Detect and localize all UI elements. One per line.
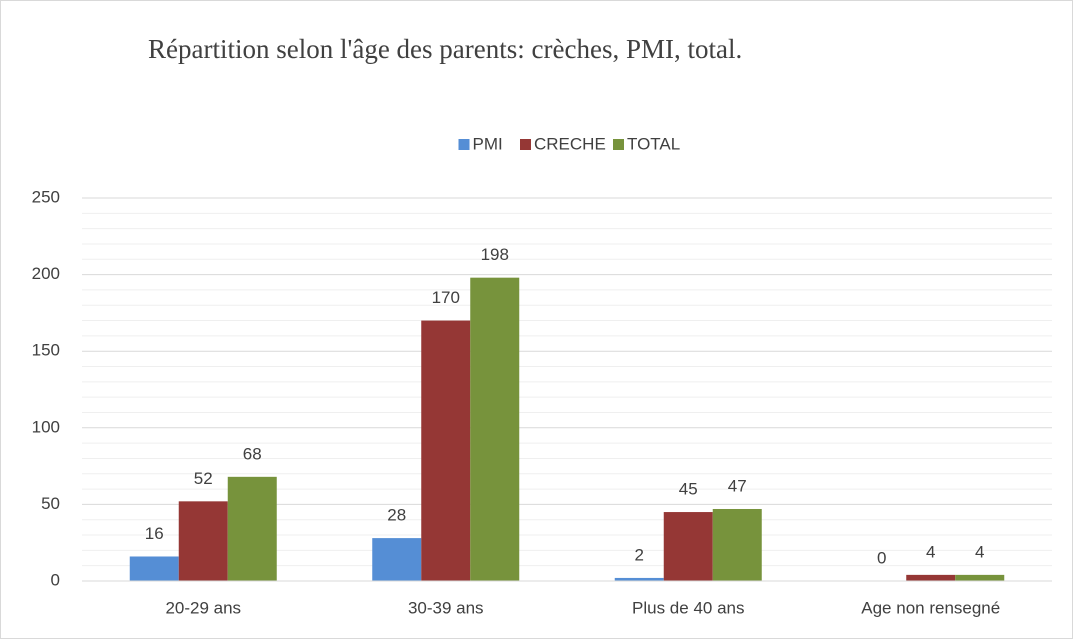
bar [614, 577, 664, 581]
y-tick-label: 250 [32, 187, 60, 206]
bar [421, 320, 471, 581]
bar [372, 538, 422, 581]
legend-label: TOTAL [627, 134, 680, 153]
bar [129, 556, 179, 581]
y-tick-label: 50 [41, 494, 60, 513]
legend-swatch [613, 139, 624, 150]
y-tick-label: 200 [32, 264, 60, 283]
data-label: 0 [877, 548, 886, 567]
data-label: 4 [975, 542, 984, 561]
bar [906, 574, 956, 581]
y-tick-label: 0 [51, 570, 60, 589]
data-label: 198 [481, 245, 509, 264]
chart-title: Répartition selon l'âge des parents: crè… [148, 34, 742, 64]
bar [470, 277, 520, 581]
bar [178, 501, 228, 581]
x-tick-label: 30-39 ans [408, 598, 484, 617]
bar [955, 574, 1005, 581]
data-label: 28 [387, 506, 406, 525]
x-tick-label: Plus de 40 ans [632, 598, 744, 617]
y-tick-label: 100 [32, 417, 60, 436]
data-label: 16 [145, 524, 164, 543]
y-tick-label: 150 [32, 341, 60, 360]
data-label: 2 [635, 545, 644, 564]
x-tick-label: 20-29 ans [165, 598, 241, 617]
legend-swatch [458, 139, 470, 150]
legend-label: PMI [473, 134, 503, 153]
data-label: 68 [243, 444, 262, 463]
bar [712, 508, 762, 581]
data-label: 47 [728, 476, 747, 495]
legend-label: CRECHE [534, 134, 606, 153]
legend-swatch [520, 139, 531, 150]
x-tick-label: Age non rensegné [861, 598, 1000, 617]
data-label: 45 [679, 480, 698, 499]
data-label: 170 [432, 288, 460, 307]
bar [663, 512, 713, 581]
data-label: 52 [194, 469, 213, 488]
data-label: 4 [926, 542, 935, 561]
bar [227, 476, 277, 581]
